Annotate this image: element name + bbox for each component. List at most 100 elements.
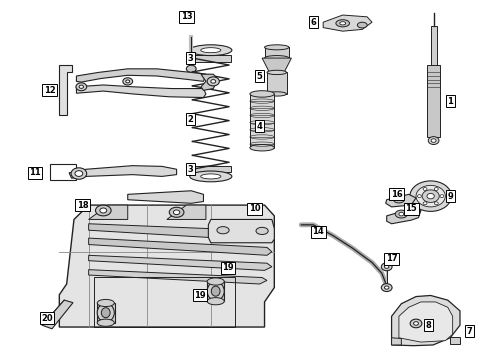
Ellipse shape (97, 303, 114, 322)
Ellipse shape (79, 85, 83, 88)
Ellipse shape (427, 193, 434, 199)
Polygon shape (267, 72, 287, 94)
Text: 16: 16 (391, 190, 402, 199)
Text: 4: 4 (257, 122, 263, 131)
Ellipse shape (417, 195, 421, 198)
Polygon shape (89, 224, 272, 241)
Ellipse shape (393, 197, 404, 203)
Ellipse shape (357, 22, 367, 28)
Text: 10: 10 (249, 204, 261, 213)
Text: 1: 1 (447, 96, 453, 105)
Ellipse shape (76, 83, 87, 91)
Ellipse shape (190, 45, 232, 55)
Text: 18: 18 (77, 201, 89, 210)
Polygon shape (392, 296, 460, 346)
Ellipse shape (250, 144, 274, 151)
Polygon shape (128, 191, 203, 203)
Ellipse shape (434, 202, 438, 205)
Text: 9: 9 (447, 192, 453, 201)
Ellipse shape (267, 92, 287, 96)
Ellipse shape (97, 300, 114, 307)
Text: 15: 15 (405, 204, 417, 213)
Polygon shape (208, 220, 274, 243)
Ellipse shape (410, 181, 451, 211)
Bar (207, 282, 224, 301)
Polygon shape (42, 300, 73, 329)
Polygon shape (69, 166, 176, 178)
Ellipse shape (395, 210, 408, 218)
Polygon shape (89, 255, 272, 270)
Ellipse shape (191, 166, 231, 172)
Polygon shape (387, 209, 421, 224)
Ellipse shape (71, 168, 87, 179)
Text: 11: 11 (29, 168, 41, 177)
Ellipse shape (75, 171, 83, 176)
Ellipse shape (440, 195, 444, 198)
Polygon shape (323, 15, 372, 31)
Polygon shape (76, 69, 206, 82)
Ellipse shape (423, 188, 427, 190)
Ellipse shape (191, 55, 231, 61)
Polygon shape (392, 338, 401, 345)
Ellipse shape (211, 286, 220, 296)
Ellipse shape (217, 226, 229, 234)
Ellipse shape (211, 80, 216, 83)
Bar (97, 303, 115, 323)
Polygon shape (89, 238, 272, 255)
Text: 5: 5 (257, 72, 263, 81)
Ellipse shape (201, 48, 221, 53)
Ellipse shape (381, 284, 392, 292)
Ellipse shape (336, 20, 349, 27)
Ellipse shape (123, 78, 133, 85)
Text: 2: 2 (187, 114, 193, 123)
Ellipse shape (265, 55, 289, 60)
Text: 8: 8 (425, 321, 431, 330)
Ellipse shape (250, 91, 274, 97)
Text: 7: 7 (467, 327, 473, 336)
Polygon shape (265, 47, 289, 58)
Polygon shape (262, 58, 292, 72)
Ellipse shape (186, 65, 196, 72)
Ellipse shape (190, 171, 232, 182)
Ellipse shape (414, 321, 418, 325)
Ellipse shape (434, 188, 438, 190)
Ellipse shape (207, 298, 224, 305)
Polygon shape (450, 337, 460, 344)
Text: 13: 13 (180, 12, 192, 21)
Polygon shape (427, 65, 441, 137)
Ellipse shape (97, 319, 114, 326)
Polygon shape (59, 65, 72, 116)
Ellipse shape (207, 278, 224, 285)
Text: 19: 19 (194, 291, 206, 300)
Ellipse shape (410, 319, 422, 328)
Polygon shape (431, 26, 437, 65)
Bar (191, 55, 231, 62)
Ellipse shape (100, 208, 107, 213)
Ellipse shape (385, 286, 389, 289)
Polygon shape (167, 205, 206, 220)
Polygon shape (89, 205, 128, 220)
Ellipse shape (422, 190, 439, 202)
Polygon shape (386, 194, 416, 207)
Ellipse shape (381, 263, 392, 271)
Text: 20: 20 (41, 314, 53, 323)
Ellipse shape (265, 45, 289, 50)
Ellipse shape (423, 202, 427, 205)
Bar (191, 166, 231, 172)
Polygon shape (76, 85, 206, 98)
Ellipse shape (428, 136, 439, 144)
Ellipse shape (126, 80, 130, 83)
Ellipse shape (207, 282, 224, 301)
Text: 3: 3 (187, 165, 193, 174)
Text: 19: 19 (222, 264, 234, 273)
Ellipse shape (267, 70, 287, 75)
Ellipse shape (399, 212, 404, 216)
Ellipse shape (385, 265, 389, 269)
Text: 12: 12 (44, 86, 55, 95)
Ellipse shape (96, 205, 111, 216)
Ellipse shape (173, 210, 180, 215)
Text: 14: 14 (313, 228, 324, 237)
Text: 17: 17 (386, 255, 397, 264)
Polygon shape (201, 74, 218, 90)
Ellipse shape (340, 22, 345, 25)
